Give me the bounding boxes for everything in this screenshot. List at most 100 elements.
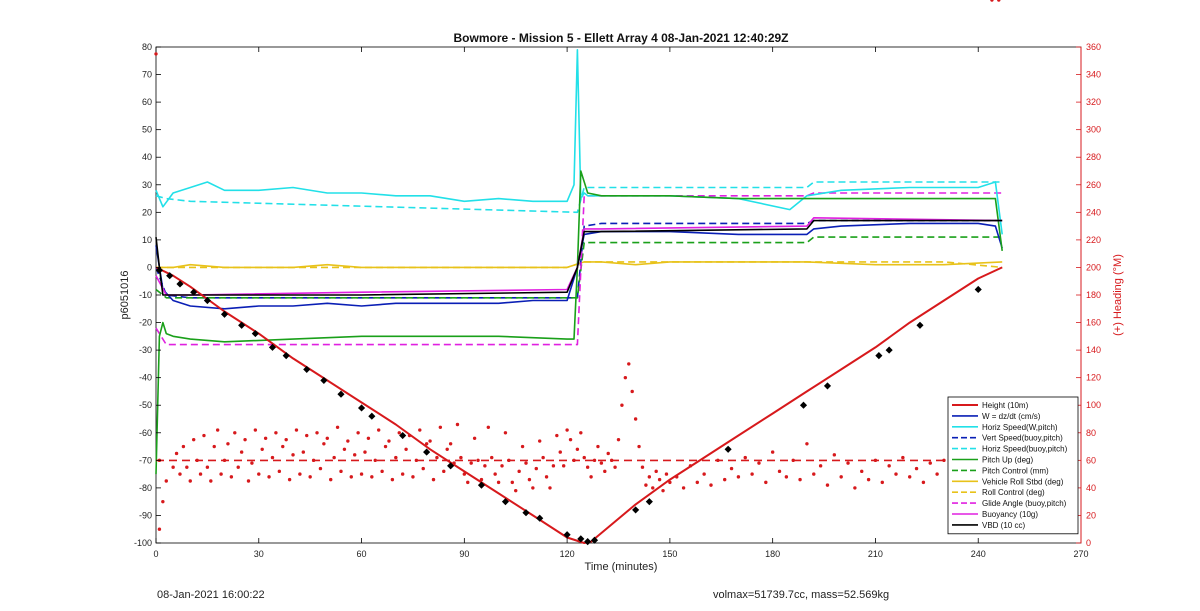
heading-point bbox=[592, 458, 597, 463]
heading-point bbox=[675, 475, 679, 479]
heading-point bbox=[390, 477, 395, 482]
heading-point bbox=[651, 486, 655, 490]
heading-point bbox=[661, 488, 665, 493]
heading-point bbox=[729, 466, 734, 471]
heading-point bbox=[568, 437, 573, 442]
heading-point bbox=[520, 444, 525, 449]
heading-point bbox=[353, 453, 357, 457]
heading-point bbox=[657, 477, 662, 482]
heading-point bbox=[637, 444, 641, 449]
series-horiz-speed-w-pitch bbox=[155, 48, 1003, 235]
legend-label: Vert Speed(buoy,pitch) bbox=[982, 434, 1063, 443]
heading-point bbox=[332, 455, 336, 460]
heading-point bbox=[541, 455, 545, 460]
heading-point bbox=[784, 475, 789, 479]
x-tick-label: 120 bbox=[560, 549, 575, 559]
heading-point bbox=[198, 472, 203, 476]
height-marker bbox=[632, 506, 640, 514]
heading-point bbox=[349, 475, 353, 479]
heading-point bbox=[901, 455, 905, 460]
heading-point bbox=[376, 428, 381, 432]
chart-title: Bowmore - Mission 5 - Ellett Array 4 08-… bbox=[453, 31, 788, 45]
heading-point bbox=[527, 477, 532, 482]
heading-point bbox=[839, 475, 843, 479]
heading-point bbox=[233, 431, 237, 435]
height-marker bbox=[590, 536, 599, 544]
heading-point bbox=[654, 469, 658, 474]
heading-point bbox=[174, 451, 179, 456]
heading-point bbox=[880, 480, 884, 485]
heading-point bbox=[551, 464, 556, 468]
heading-point bbox=[298, 472, 302, 476]
heading-point bbox=[185, 465, 189, 469]
height-marker bbox=[974, 285, 982, 294]
heading-point bbox=[579, 431, 583, 435]
height-marker bbox=[303, 365, 311, 373]
x-tick-label: 60 bbox=[357, 549, 367, 559]
heading-point bbox=[757, 461, 761, 465]
heading-point bbox=[215, 428, 220, 432]
x-tick-label: 150 bbox=[662, 549, 677, 559]
heading-point bbox=[257, 472, 261, 476]
height-marker bbox=[282, 352, 290, 360]
y-tick-label: -40 bbox=[139, 373, 152, 383]
heading-point bbox=[236, 465, 240, 469]
footer-timestamp: 08-Jan-2021 16:00:22 bbox=[157, 589, 265, 601]
height-marker bbox=[268, 343, 277, 351]
heading-point bbox=[404, 447, 408, 452]
heading-point bbox=[442, 469, 446, 474]
height-marker bbox=[190, 288, 198, 296]
heading-point bbox=[253, 428, 258, 432]
y-tick-label: -90 bbox=[139, 510, 152, 520]
axes: 0 30 60 90 120 150 180 210 240 270-100-90-80-70-6… bbox=[134, 42, 1101, 559]
y2-tick-label: 160 bbox=[1086, 318, 1101, 328]
heading-point bbox=[616, 437, 621, 442]
heading-point bbox=[997, 0, 1001, 2]
heading-point bbox=[770, 450, 775, 454]
heading-point bbox=[418, 428, 422, 432]
y2-tick-label: 280 bbox=[1086, 152, 1101, 162]
height-marker bbox=[368, 412, 376, 420]
heading-point bbox=[424, 442, 429, 446]
heading-point bbox=[171, 465, 175, 469]
x-tick-label: 270 bbox=[1073, 549, 1088, 559]
heading-point bbox=[448, 442, 453, 446]
heading-point bbox=[202, 433, 206, 438]
heading-point bbox=[736, 475, 741, 479]
heading-point bbox=[832, 453, 837, 457]
height-marker bbox=[501, 498, 510, 506]
heading-point bbox=[305, 433, 309, 438]
heading-point bbox=[400, 472, 405, 476]
heading-point bbox=[438, 425, 443, 429]
y2-tick-label: 360 bbox=[1086, 42, 1101, 52]
legend-label: Pitch Control (mm) bbox=[982, 466, 1049, 475]
heading-point bbox=[908, 475, 912, 479]
legend-label: Horiz Speed(buoy,pitch) bbox=[982, 445, 1068, 454]
heading-point bbox=[524, 461, 528, 465]
heading-point bbox=[668, 480, 672, 485]
heading-point bbox=[486, 425, 491, 429]
heading-point bbox=[329, 477, 333, 482]
y-tick-label: -80 bbox=[139, 483, 152, 493]
height-marker bbox=[477, 481, 486, 489]
heading-point bbox=[267, 475, 271, 479]
y2-tick-label: 340 bbox=[1086, 70, 1101, 80]
y-tick-label: 40 bbox=[142, 152, 152, 162]
x-tick-label: 180 bbox=[765, 549, 780, 559]
heading-point bbox=[812, 472, 816, 476]
heading-point bbox=[445, 447, 449, 452]
height-marker bbox=[176, 280, 184, 288]
y-tick-label: -60 bbox=[139, 428, 152, 438]
heading-point bbox=[894, 472, 898, 476]
legend-label: Horiz Speed(W,pitch) bbox=[982, 423, 1058, 432]
heading-point bbox=[373, 458, 377, 463]
height-marker bbox=[357, 404, 366, 412]
heading-point bbox=[335, 425, 340, 429]
heading-point bbox=[490, 455, 494, 460]
y-tick-label: 10 bbox=[142, 235, 152, 245]
heading-point bbox=[544, 475, 549, 479]
heading-point bbox=[243, 437, 247, 442]
height-marker bbox=[875, 352, 883, 360]
heading-point bbox=[558, 450, 562, 454]
height-marker bbox=[536, 514, 544, 522]
